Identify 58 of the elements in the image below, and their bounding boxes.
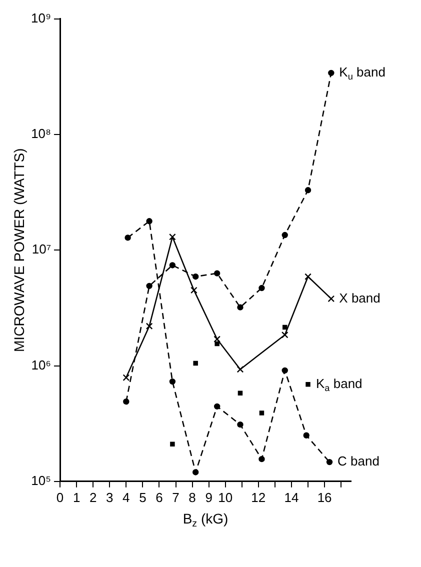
- x-tick-label: 5: [139, 490, 146, 505]
- point: [237, 421, 244, 428]
- point: [192, 469, 199, 476]
- point: [238, 390, 243, 396]
- y-tick-label: 10⁶: [31, 357, 52, 372]
- point: [169, 262, 176, 268]
- point: [258, 284, 265, 292]
- point: [214, 336, 221, 343]
- point: [281, 331, 288, 338]
- y-axis-title: MICROWAVE POWER (WATTS): [10, 148, 27, 352]
- y-tick-label: 10⁸: [31, 126, 52, 142]
- point: [122, 374, 130, 382]
- y-tick-label: 10⁷: [32, 242, 52, 257]
- point: [282, 367, 288, 374]
- x-tick-label: 14: [284, 490, 299, 505]
- point: [214, 341, 220, 346]
- x-tick-label: 2: [89, 490, 97, 505]
- y-tick-label: 10⁵: [31, 472, 52, 488]
- point: [170, 442, 175, 447]
- x-tick-label: 8: [188, 490, 196, 505]
- series-label: X band: [339, 290, 380, 306]
- point: [328, 295, 335, 302]
- point: [214, 403, 220, 410]
- point: [214, 270, 220, 276]
- point: [303, 432, 310, 438]
- point: [304, 187, 312, 194]
- point: [192, 274, 199, 280]
- point: [190, 286, 198, 294]
- point: [146, 322, 153, 330]
- point: [282, 232, 288, 238]
- x-tick-label: 3: [106, 490, 114, 505]
- x-tick-label: 4: [122, 490, 130, 505]
- point: [304, 273, 312, 280]
- point: [193, 360, 198, 366]
- point: [258, 456, 265, 462]
- x-tick-label: 10: [218, 490, 233, 505]
- point: [123, 398, 130, 405]
- point: [306, 382, 310, 387]
- point: [326, 458, 333, 466]
- x-tick-label: 12: [251, 490, 266, 505]
- x-tick-label: 0: [56, 490, 64, 505]
- x-tick-label: 7: [172, 490, 180, 505]
- x-tick-label: 1: [72, 490, 80, 505]
- point: [124, 234, 131, 241]
- x-tick-label: 16: [317, 490, 332, 505]
- point: [236, 366, 244, 373]
- point: [259, 410, 264, 416]
- x-tick-label: 9: [205, 490, 212, 505]
- point: [282, 324, 288, 330]
- x-tick-label: 6: [156, 490, 163, 505]
- point: [169, 233, 176, 240]
- series-label: C band: [338, 454, 380, 469]
- y-tick-label: 10⁹: [30, 10, 52, 26]
- point: [328, 70, 334, 76]
- point: [146, 218, 152, 224]
- point: [146, 282, 152, 290]
- point: [237, 304, 244, 310]
- point: [169, 378, 176, 385]
